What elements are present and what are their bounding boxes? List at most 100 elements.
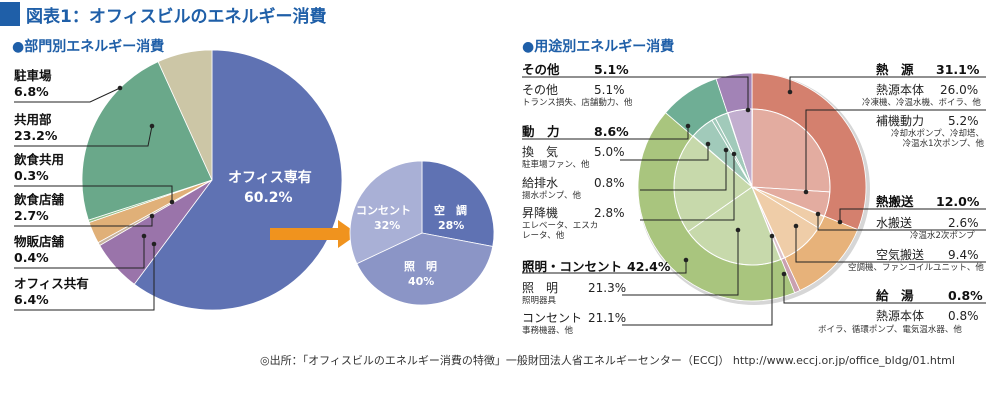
item-water: 給排水 xyxy=(522,176,559,190)
leader-outlet xyxy=(622,236,773,326)
label-retail: 物販店舗 xyxy=(14,234,65,249)
leader-dot-power xyxy=(685,123,691,129)
leader-heat-source xyxy=(789,76,986,92)
label-aircon: 空 調 xyxy=(434,204,467,217)
item-water-value: 0.8% xyxy=(594,176,625,190)
leader-ventilation xyxy=(620,144,709,161)
usage-slice-0 xyxy=(751,72,867,231)
value-food-common: 0.3% xyxy=(14,168,49,183)
leader-dot-hot-water xyxy=(781,271,787,277)
item-water-sub: 揚水ポンプ、他 xyxy=(522,191,581,201)
leader-water xyxy=(640,150,727,191)
leader-parking xyxy=(14,87,121,103)
item-heat-main-sub: 冷凍機、冷温水機、ボイラ、他 xyxy=(862,98,981,108)
value-aircon: 28% xyxy=(438,219,465,232)
usage-inner-slice-0 xyxy=(751,108,831,193)
value-retail: 0.4% xyxy=(14,250,49,265)
dept-slice-5 xyxy=(81,61,213,221)
leader-lighting xyxy=(622,230,739,296)
group-other-value: 5.1% xyxy=(594,62,629,77)
leader-air-transport xyxy=(795,226,986,263)
leader-dot-retail xyxy=(141,233,147,239)
item-outlet-sub: 事務機器、他 xyxy=(522,326,574,336)
leader-dot-water xyxy=(723,147,729,153)
leader-dot-food-common xyxy=(169,199,175,205)
item-elevator-value: 2.8% xyxy=(594,206,625,220)
group-hot-water: 給 湯 xyxy=(876,288,914,303)
label-lighting: 照 明 xyxy=(404,260,437,273)
group-heat-source: 熱 源 xyxy=(876,62,914,77)
leader-dot-water-transport xyxy=(815,211,821,217)
label-common: 共用部 xyxy=(14,112,52,127)
leader-dot-aux-power xyxy=(803,189,809,195)
breakdown-slice-2 xyxy=(349,160,423,265)
group-heat-transport-value: 12.0% xyxy=(936,194,980,209)
leader-heat-transport xyxy=(839,208,986,222)
group-lighting-outlet-value: 42.4% xyxy=(627,259,671,274)
item-water-transport: 水搬送 xyxy=(876,216,913,230)
leader-hot-water xyxy=(783,274,986,304)
value-outlet: 32% xyxy=(374,219,401,232)
label-food-store: 飲食店舗 xyxy=(14,192,65,207)
item-aux-power: 補機動力 xyxy=(876,114,925,128)
leader-dot-heat-transport xyxy=(837,219,843,225)
value-office-common: 6.4% xyxy=(14,292,49,307)
group-lighting-outlet: 照明・コンセント xyxy=(522,259,623,274)
title-accent-bar xyxy=(0,2,20,26)
item-elevator: 昇降機 xyxy=(522,206,559,220)
leader-dot-common xyxy=(149,123,155,129)
item-water-transport-value: 2.6% xyxy=(948,216,979,230)
value-office-private: 60.2% xyxy=(244,190,293,206)
usage-inner-slice-5 xyxy=(687,186,782,266)
item-ventilation-value: 5.0% xyxy=(594,145,625,159)
label-outlet: コンセント xyxy=(356,204,411,217)
label-food-common: 飲食共用 xyxy=(14,152,65,167)
item-outlet-value: 21.1% xyxy=(588,311,627,325)
item-heat-main-value: 26.0% xyxy=(940,83,979,97)
leader-dot-parking xyxy=(117,85,123,91)
item-lighting-value: 21.3% xyxy=(588,281,627,295)
group-power: 動 力 xyxy=(522,124,560,139)
group-power-value: 8.6% xyxy=(594,124,629,139)
leader-power xyxy=(522,126,689,140)
leader-dot-other xyxy=(745,107,751,113)
page-title: 図表1：オフィスビルのエネルギー消費 xyxy=(26,7,327,27)
usage-inner-slice-10 xyxy=(727,108,753,188)
leader-other xyxy=(522,76,749,110)
item-air-transport-value: 9.4% xyxy=(948,248,979,262)
usage-slice-1 xyxy=(751,186,859,291)
leader-common xyxy=(14,125,153,147)
item-outlet: コンセント xyxy=(522,311,583,325)
item-ventilation-sub: 駐車場ファン、他 xyxy=(522,160,590,170)
label-office-common: オフィス共有 xyxy=(14,276,89,291)
item-aux-power-sub: 冷却水ポンプ、冷却塔、冷温水1次ポンプ、他 xyxy=(891,129,984,149)
arrow-icon xyxy=(270,220,358,248)
item-air-transport-sub: 空調機、ファンコイルユニット、他 xyxy=(848,263,984,273)
value-lighting: 40% xyxy=(408,275,435,288)
source-credit: ◎出所：「オフィスビルのエネルギー消費の特徴」一般財団法人省エネルギーセンター（… xyxy=(260,354,955,367)
group-hot-water-value: 0.8% xyxy=(948,288,983,303)
leader-dot-lighting-outlet xyxy=(683,257,689,263)
leader-dot-lighting xyxy=(735,227,741,233)
leader-food-common xyxy=(14,185,173,202)
item-other-value: 5.1% xyxy=(594,83,625,97)
item-heat-main: 熱源本体 xyxy=(876,83,925,97)
label-parking: 駐車場 xyxy=(14,68,52,83)
item-other: その他 xyxy=(522,83,559,97)
item-lighting-sub: 照明器具 xyxy=(522,296,557,306)
group-heat-source-value: 31.1% xyxy=(936,62,980,77)
item-hot-water-main: 熱源本体 xyxy=(876,309,925,323)
breakdown-slice-0 xyxy=(421,160,495,247)
usage-chart-title: ●用途別エネルギー消費 xyxy=(522,39,675,55)
value-parking: 6.8% xyxy=(14,84,49,99)
leader-lighting-outlet xyxy=(522,260,687,274)
group-heat-transport: 熱搬送 xyxy=(876,194,914,209)
leader-dot-office-common xyxy=(151,241,157,247)
item-aux-power-value: 5.2% xyxy=(948,114,979,128)
dept-slice-6 xyxy=(157,49,213,181)
leader-dot-elevator xyxy=(731,151,737,157)
leader-food-store xyxy=(14,216,153,227)
item-hot-water-main-sub: ボイラ、循環ポンプ、電気温水器、他 xyxy=(818,325,962,335)
item-hot-water-main-value: 0.8% xyxy=(948,309,979,323)
